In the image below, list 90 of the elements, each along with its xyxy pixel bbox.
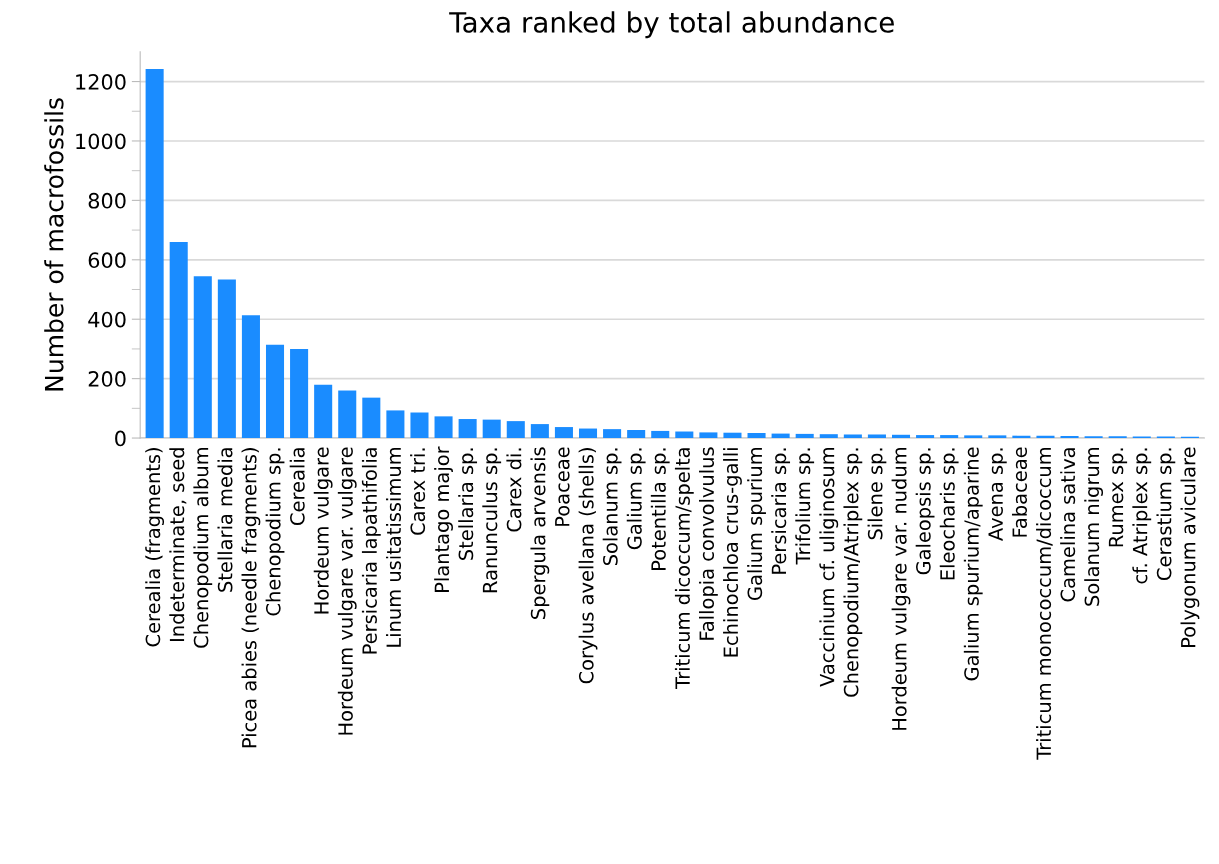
x-tick-label: Polygonum aviculare [1180, 447, 1200, 647]
x-tick-label: Cerealia [289, 448, 305, 525]
x-tick-label: Cerastium sp. [1156, 448, 1176, 580]
bar [265, 344, 285, 439]
bar [217, 279, 236, 439]
x-tick-label: Indeterminate, seed [169, 448, 187, 642]
x-tick-label: Cerealia (fragments) [145, 448, 165, 647]
x-tick-label: Potentilla sp. [650, 448, 670, 570]
bar [290, 348, 309, 439]
chart-title: Taxa ranked by total abundance [449, 11, 894, 39]
x-tick-label: Corylus avellana (shells) [578, 448, 598, 684]
x-tick-label: Chenopodium album [193, 448, 213, 648]
x-tick-label: Avena sp. [988, 448, 1007, 541]
x-tick-label: Trifolium sp. [795, 448, 815, 565]
bar [410, 412, 429, 439]
bar [916, 435, 935, 439]
bar [699, 432, 718, 439]
bar [603, 429, 622, 439]
x-tick-label: Triticum dicoccum/spelta [674, 448, 694, 689]
x-tick-label: Hordeum vulgare var. vulgare [337, 447, 357, 735]
bar [771, 433, 790, 439]
x-tick-label: Galium sp. [626, 448, 646, 550]
bar [1060, 435, 1079, 439]
bar [338, 390, 357, 439]
bar [434, 416, 453, 439]
x-tick-label: Ranunculus sp. [482, 448, 502, 593]
y-tick-label: 200 [88, 371, 126, 387]
x-tick-label: Galium spurium/aparine [963, 447, 983, 681]
bar [867, 434, 886, 439]
x-tick-label: Echinochloa crus-galli [723, 448, 742, 657]
x-tick-label: Hordeum vulgare [313, 447, 333, 614]
bar [145, 69, 164, 439]
x-tick-label: Galium spurium [747, 448, 766, 600]
bar [747, 433, 766, 439]
x-tick-label: Poaceae [555, 447, 570, 526]
bar [627, 430, 646, 439]
x-tick-label: Galeopsis sp. [915, 448, 935, 575]
x-tick-label: Vaccinium cf. uliginosum [819, 448, 839, 687]
x-tick-label: Chenopodium/Atriplex sp. [843, 448, 863, 697]
x-tick-label: Persicaria sp. [771, 448, 791, 574]
bar [795, 433, 814, 439]
bar [843, 434, 862, 439]
x-tick-label: Stellaria sp. [458, 448, 478, 560]
x-tick-label: Spergula arvensis [530, 447, 550, 619]
y-axis-title: Number of macrofossils [44, 98, 64, 391]
bar [386, 410, 405, 439]
x-tick-label: cf. Atriplex sp. [1132, 448, 1152, 584]
x-tick-label: Eleocharis sp. [939, 448, 959, 580]
bar [241, 315, 260, 439]
bar [482, 419, 501, 439]
y-tick-label: 1000 [76, 133, 126, 150]
x-tick-label: Hordeum vulgare var. nudum [891, 448, 911, 730]
bar [530, 424, 549, 439]
y-tick-label: 0 [115, 430, 126, 447]
x-tick-label: Carex tri. [410, 448, 426, 535]
bar [988, 435, 1007, 439]
bar [458, 419, 477, 439]
bar [554, 427, 573, 439]
bar [506, 421, 525, 439]
bar [578, 428, 598, 439]
x-tick-label: Solanum sp. [602, 448, 622, 566]
x-tick-label: Camelina sativa [1060, 448, 1076, 602]
bar [964, 435, 983, 439]
x-tick-label: Carex di. [506, 448, 522, 532]
x-tick-label: Persicaria lapathifolia [361, 448, 381, 654]
bar [940, 435, 959, 439]
x-tick-label: Chenopodium sp. [265, 448, 285, 616]
x-tick-label: Triticum monococcum/dicoccum [1036, 448, 1053, 760]
bar [891, 434, 911, 439]
bar [169, 241, 188, 439]
y-tick-label: 600 [88, 252, 126, 269]
bar [193, 276, 212, 439]
bar [314, 384, 333, 439]
bar [651, 430, 670, 439]
y-tick-label: 1200 [76, 74, 126, 90]
y-tick-label: 400 [88, 311, 126, 328]
x-tick-label: Rumex sp. [1108, 448, 1128, 547]
bar [362, 397, 381, 439]
x-tick-label: Picea abies (needle fragments) [241, 448, 261, 748]
x-tick-label: Silene sp. [867, 448, 887, 540]
bar [723, 432, 742, 439]
x-tick-label: Fabaceae [1011, 447, 1028, 537]
bar [675, 431, 694, 439]
y-tick-label: 800 [88, 192, 126, 209]
x-tick-label: Solanum nigrum [1084, 448, 1104, 606]
x-tick-label: Stellaria media [217, 448, 233, 592]
x-tick-label: Fallopia convolvulus [698, 447, 718, 640]
x-tick-label: Plantago major [434, 446, 453, 592]
x-tick-label: Linum usitatissimum [385, 448, 402, 647]
bar [819, 434, 838, 439]
